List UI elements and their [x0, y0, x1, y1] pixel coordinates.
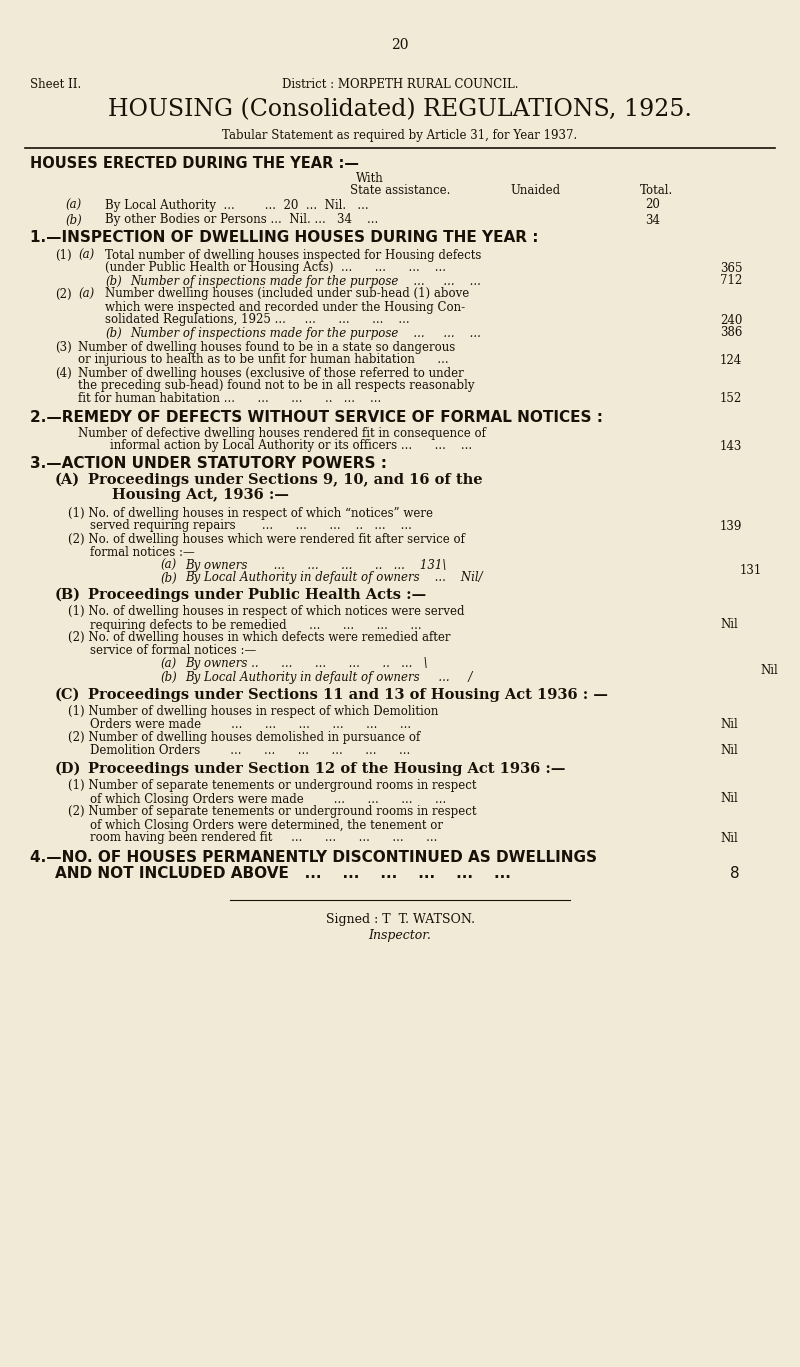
Text: (1) No. of dwelling houses in respect of which “notices” were: (1) No. of dwelling houses in respect of… — [68, 507, 433, 519]
Text: 240: 240 — [720, 313, 742, 327]
Text: Nil: Nil — [720, 719, 738, 731]
Text: 365: 365 — [720, 261, 742, 275]
Text: Orders were made        ...      ...      ...      ...      ...      ...: Orders were made ... ... ... ... ... ... — [90, 719, 411, 731]
Text: Nil: Nil — [720, 831, 738, 845]
Text: room having been rendered fit     ...      ...      ...      ...      ...: room having been rendered fit ... ... ..… — [90, 831, 438, 845]
Text: (B): (B) — [55, 588, 81, 601]
Text: 20: 20 — [645, 198, 660, 212]
Text: Inspector.: Inspector. — [369, 928, 431, 942]
Text: (2) No. of dwelling houses in which defects were remedied after: (2) No. of dwelling houses in which defe… — [68, 632, 450, 644]
Text: (a): (a) — [160, 559, 176, 571]
Text: Proceedings under Sections 11 and 13 of Housing Act 1936 : —: Proceedings under Sections 11 and 13 of … — [88, 688, 608, 703]
Text: With: With — [356, 171, 384, 185]
Text: of which Closing Orders were made        ...      ...      ...      ...: of which Closing Orders were made ... ..… — [90, 793, 446, 805]
Text: Unaided: Unaided — [510, 185, 560, 197]
Text: (a): (a) — [160, 658, 176, 670]
Text: (a): (a) — [78, 249, 94, 261]
Text: (b): (b) — [105, 327, 122, 339]
Text: Nil: Nil — [760, 663, 778, 677]
Text: 712: 712 — [720, 275, 742, 287]
Text: informal action by Local Authority or its officers ...      ...    ...: informal action by Local Authority or it… — [110, 440, 472, 452]
Text: (3): (3) — [55, 340, 72, 354]
Text: fit for human habitation ...      ...      ...      ..   ...    ...: fit for human habitation ... ... ... .. … — [78, 392, 382, 406]
Text: 131: 131 — [740, 565, 762, 577]
Text: the preceding sub-head) found not to be in all respects reasonably: the preceding sub-head) found not to be … — [78, 380, 474, 392]
Text: State assistance.: State assistance. — [350, 185, 450, 197]
Text: HOUSES ERECTED DURING THE YEAR :—: HOUSES ERECTED DURING THE YEAR :— — [30, 156, 359, 171]
Text: Number of dwelling houses (exclusive of those referred to under: Number of dwelling houses (exclusive of … — [78, 366, 464, 380]
Text: Nil: Nil — [720, 618, 738, 632]
Text: District : MORPETH RURAL COUNCIL.: District : MORPETH RURAL COUNCIL. — [282, 78, 518, 92]
Text: By owners       ...      ...      ...      ..   ...    131\: By owners ... ... ... .. ... 131\ — [185, 559, 446, 571]
Text: 386: 386 — [720, 327, 742, 339]
Text: (under Public Health or Housing Acts)  ...      ...      ...    ...: (under Public Health or Housing Acts) ..… — [105, 261, 446, 275]
Text: (1): (1) — [55, 249, 72, 261]
Text: By Local Authority in default of owners     ...     /: By Local Authority in default of owners … — [185, 670, 472, 684]
Text: (2): (2) — [55, 287, 72, 301]
Text: Number of defective dwelling houses rendered fit in consequence of: Number of defective dwelling houses rend… — [78, 427, 486, 440]
Text: 124: 124 — [720, 354, 742, 366]
Text: 34: 34 — [645, 213, 660, 227]
Text: 139: 139 — [720, 519, 742, 533]
Text: Tabular Statement as required by Article 31, for Year 1937.: Tabular Statement as required by Article… — [222, 128, 578, 142]
Text: By owners ..      ...      ...      ...      ..   ...   \: By owners .. ... ... ... .. ... \ — [185, 658, 428, 670]
Text: Nil: Nil — [720, 745, 738, 757]
Text: 1.—INSPECTION OF DWELLING HOUSES DURING THE YEAR :: 1.—INSPECTION OF DWELLING HOUSES DURING … — [30, 231, 538, 246]
Text: or injurious to health as to be unfit for human habitation      ...: or injurious to health as to be unfit fo… — [78, 354, 449, 366]
Text: (D): (D) — [55, 761, 82, 776]
Text: requiring defects to be remedied      ...      ...      ...      ...: requiring defects to be remedied ... ...… — [90, 618, 422, 632]
Text: Sheet II.: Sheet II. — [30, 78, 82, 92]
Text: (b): (b) — [160, 571, 177, 585]
Text: AND NOT INCLUDED ABOVE   ...    ...    ...    ...    ...    ...: AND NOT INCLUDED ABOVE ... ... ... ... .… — [55, 865, 511, 880]
Text: HOUSING (Consolidated) REGULATIONS, 1925.: HOUSING (Consolidated) REGULATIONS, 1925… — [108, 98, 692, 122]
Text: Number of dwelling houses found to be in a state so dangerous: Number of dwelling houses found to be in… — [78, 340, 455, 354]
Text: 8: 8 — [730, 865, 740, 880]
Text: 152: 152 — [720, 392, 742, 406]
Text: served requiring repairs       ...      ...      ...    ..   ...    ...: served requiring repairs ... ... ... .. … — [90, 519, 412, 533]
Text: (C): (C) — [55, 688, 80, 703]
Text: (2) Number of dwelling houses demolished in pursuance of: (2) Number of dwelling houses demolished… — [68, 731, 420, 745]
Text: Demolition Orders        ...      ...      ...      ...      ...      ...: Demolition Orders ... ... ... ... ... ..… — [90, 745, 410, 757]
Text: (b): (b) — [160, 670, 177, 684]
Text: (a): (a) — [65, 198, 82, 212]
Text: (b): (b) — [105, 275, 122, 287]
Text: 3.—ACTION UNDER STATUTORY POWERS :: 3.—ACTION UNDER STATUTORY POWERS : — [30, 455, 387, 470]
Text: (2) Number of separate tenements or underground rooms in respect: (2) Number of separate tenements or unde… — [68, 805, 477, 819]
Text: Signed : T  T. WATSON.: Signed : T T. WATSON. — [326, 913, 474, 927]
Text: Number of inspections made for the purpose    ...     ...    ...: Number of inspections made for the purpo… — [130, 327, 481, 339]
Text: Total.: Total. — [640, 185, 674, 197]
Text: of which Closing Orders were determined, the tenement or: of which Closing Orders were determined,… — [90, 819, 443, 831]
Text: (1) Number of dwelling houses in respect of which Demolition: (1) Number of dwelling houses in respect… — [68, 705, 438, 719]
Text: service of formal notices :—: service of formal notices :— — [90, 644, 256, 658]
Text: By other Bodies or Persons ...  Nil. ...   34    ...: By other Bodies or Persons ... Nil. ... … — [105, 213, 378, 227]
Text: (1) No. of dwelling houses in respect of which notices were served: (1) No. of dwelling houses in respect of… — [68, 606, 465, 618]
Text: (b): (b) — [65, 213, 82, 227]
Text: Number of inspections made for the purpose    ...     ...    ...: Number of inspections made for the purpo… — [130, 275, 481, 287]
Text: 143: 143 — [720, 440, 742, 452]
Text: Proceedings under Sections 9, 10, and 16 of the: Proceedings under Sections 9, 10, and 16… — [88, 473, 482, 487]
Text: (1) Number of separate tenements or underground rooms in respect: (1) Number of separate tenements or unde… — [68, 779, 477, 793]
Text: (4): (4) — [55, 366, 72, 380]
Text: Housing Act, 1936 :—: Housing Act, 1936 :— — [111, 488, 289, 502]
Text: (2) No. of dwelling houses which were rendered fit after service of: (2) No. of dwelling houses which were re… — [68, 533, 465, 545]
Text: solidated Regulations, 1925 ...     ...      ...      ...    ...: solidated Regulations, 1925 ... ... ... … — [105, 313, 410, 327]
Text: 2.—REMEDY OF DEFECTS WITHOUT SERVICE OF FORMAL NOTICES :: 2.—REMEDY OF DEFECTS WITHOUT SERVICE OF … — [30, 410, 603, 425]
Text: Number dwelling houses (included under sub-head (1) above: Number dwelling houses (included under s… — [105, 287, 470, 301]
Text: By Local Authority in default of owners    ...    Nil/: By Local Authority in default of owners … — [185, 571, 482, 585]
Text: Proceedings under Public Health Acts :—: Proceedings under Public Health Acts :— — [88, 588, 426, 601]
Text: formal notices :—: formal notices :— — [90, 545, 194, 559]
Text: Proceedings under Section 12 of the Housing Act 1936 :—: Proceedings under Section 12 of the Hous… — [88, 761, 566, 776]
Text: 20: 20 — [391, 38, 409, 52]
Text: (a): (a) — [78, 287, 94, 301]
Text: 4.—NO. OF HOUSES PERMANENTLY DISCONTINUED AS DWELLINGS: 4.—NO. OF HOUSES PERMANENTLY DISCONTINUE… — [30, 850, 597, 865]
Text: which were inspected and recorded under the Housing Con-: which were inspected and recorded under … — [105, 301, 465, 313]
Text: (A): (A) — [55, 473, 80, 487]
Text: By Local Authority  ...        ...  20  ...  Nil.   ...: By Local Authority ... ... 20 ... Nil. .… — [105, 198, 369, 212]
Text: Nil: Nil — [720, 793, 738, 805]
Text: Total number of dwelling houses inspected for Housing defects: Total number of dwelling houses inspecte… — [105, 249, 482, 261]
